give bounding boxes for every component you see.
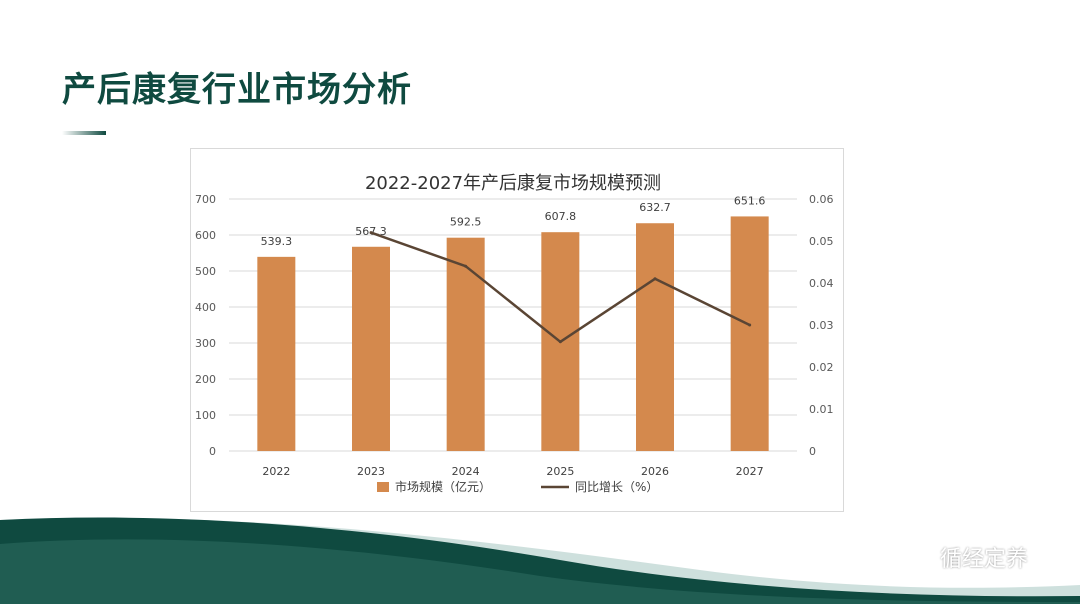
y-left-tick-label: 300 xyxy=(195,337,216,350)
data-label: 632.7 xyxy=(639,201,671,214)
wechat-icon xyxy=(900,543,933,569)
y-left-tick-label: 0 xyxy=(209,445,216,458)
line-point xyxy=(369,231,373,235)
bar xyxy=(257,256,296,451)
y-right-tick-label: 0.06 xyxy=(809,193,834,206)
y-left-tick-label: 600 xyxy=(195,229,216,242)
x-tick-label: 2025 xyxy=(546,465,574,478)
data-label: 539.3 xyxy=(261,235,293,248)
x-tick-label: 2027 xyxy=(736,465,764,478)
line-point xyxy=(464,264,468,268)
y-right-tick-label: 0 xyxy=(809,445,816,458)
legend-line-label: 同比增长（%） xyxy=(575,480,658,494)
title-underline xyxy=(62,131,106,135)
y-left-tick-label: 100 xyxy=(195,409,216,422)
y-left-tick-label: 700 xyxy=(195,193,216,206)
line-point xyxy=(558,340,562,344)
y-right-tick-label: 0.02 xyxy=(809,361,834,374)
bar xyxy=(636,223,674,451)
y-right-tick-label: 0.03 xyxy=(809,319,834,332)
x-tick-label: 2022 xyxy=(262,465,290,478)
y-left-tick-label: 400 xyxy=(195,301,216,314)
y-right-tick-label: 0.05 xyxy=(809,235,834,248)
x-tick-label: 2026 xyxy=(641,465,669,478)
legend-bar-label: 市场规模（亿元） xyxy=(395,479,491,494)
watermark-text: 循经定养 xyxy=(940,547,1029,572)
chart-frame: 2022-2027年产后康复市场规模预测 0 100 200 300 400 500 600 7… xyxy=(190,148,844,512)
chart-title: 2022-2027年产后康复市场规模预测 xyxy=(365,173,661,194)
line-point xyxy=(748,323,752,327)
line-point xyxy=(653,277,657,281)
slide-title: 产后康复行业市场分析 xyxy=(62,70,412,110)
data-label: 607.8 xyxy=(545,210,577,223)
watermark: 循经定养 xyxy=(900,541,1028,573)
x-tick-label: 2024 xyxy=(452,465,480,478)
data-label: 651.6 xyxy=(734,194,766,207)
decorative-wave xyxy=(0,517,1080,604)
x-tick-label: 2023 xyxy=(357,465,385,478)
y-left-tick-label: 500 xyxy=(195,265,216,278)
legend-bar-swatch xyxy=(377,482,389,492)
bar xyxy=(730,216,769,451)
data-label: 592.5 xyxy=(450,216,482,229)
y-right-tick-label: 0.01 xyxy=(809,403,834,416)
y-left-tick-label: 200 xyxy=(195,373,216,386)
combo-chart: 2022-2027年产后康复市场规模预测 0 100 200 300 400 500 600 7… xyxy=(195,173,834,494)
y-right-tick-label: 0.04 xyxy=(809,277,834,290)
bar xyxy=(352,246,390,451)
bar xyxy=(446,237,485,451)
